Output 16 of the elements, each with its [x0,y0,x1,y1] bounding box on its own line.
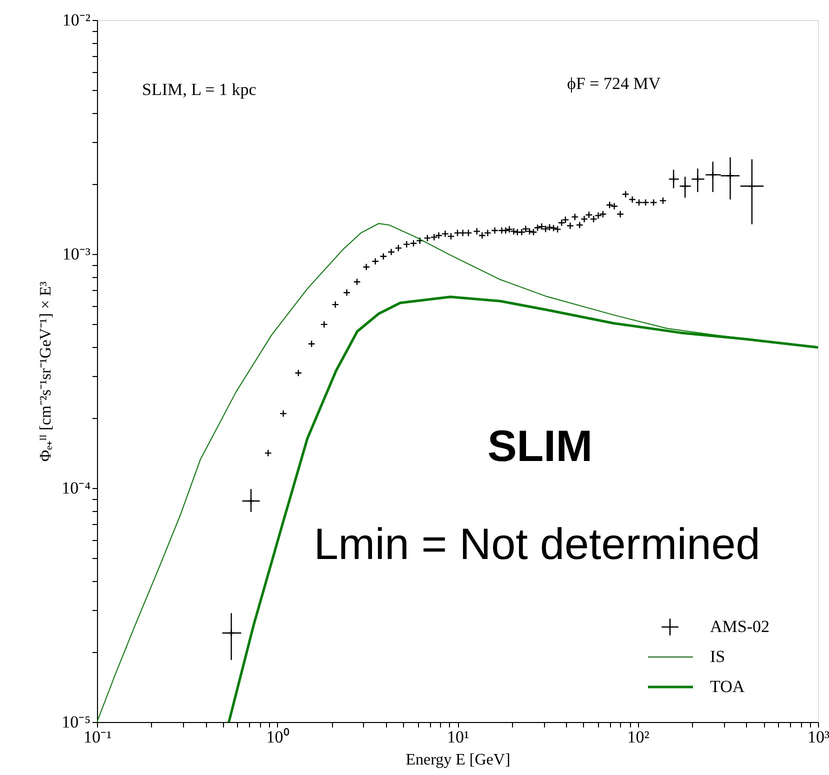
y-tick-label: 10⁻³ [62,244,90,264]
legend-label: TOA [710,677,746,696]
x-tick-label: 10¹ [446,728,470,746]
x-tick-label: 10⁰ [266,728,290,746]
y-tick-label: 10⁻⁴ [62,478,91,498]
x-tick-label: 10³ [807,728,829,746]
legend-label: IS [710,647,726,666]
annotation: SLIM [487,422,593,471]
y-axis-title: Φₑ₊ᴵᴵ [cm⁻²s⁻¹sr⁻¹GeV⁻¹] × E³ [38,281,55,462]
annotation: ϕF = 724 MV [567,74,662,93]
legend-label: AMS-02 [710,617,770,636]
x-axis-title: Energy E [GeV] [406,752,510,768]
y-tick-label: 10⁻² [62,10,90,30]
annotation: Lmin = Not determined [314,520,760,569]
x-tick-label: 10² [627,728,650,746]
annotation: SLIM, L = 1 kpc [142,80,257,99]
